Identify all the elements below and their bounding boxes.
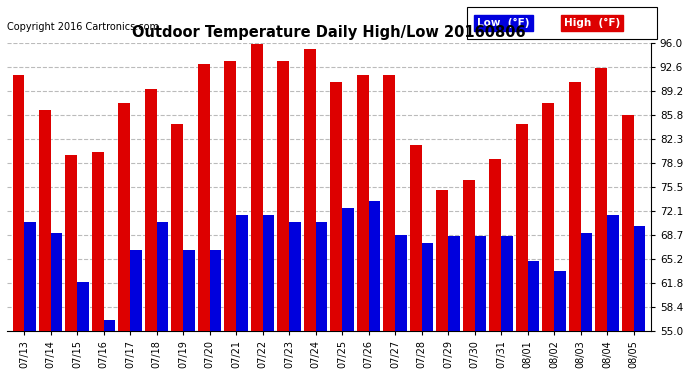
Bar: [489, 159, 501, 331]
Text: Low  (°F): Low (°F): [477, 18, 529, 28]
Bar: [263, 215, 275, 331]
Bar: [251, 45, 263, 331]
Bar: [39, 110, 50, 331]
Bar: [422, 243, 433, 331]
Bar: [24, 222, 36, 331]
Bar: [542, 103, 554, 331]
Text: High  (°F): High (°F): [564, 18, 620, 28]
Bar: [198, 64, 210, 331]
Bar: [50, 232, 62, 331]
Bar: [475, 236, 486, 331]
Bar: [277, 61, 289, 331]
Bar: [77, 282, 89, 331]
Bar: [501, 236, 513, 331]
Bar: [622, 115, 633, 331]
Bar: [145, 88, 157, 331]
Bar: [633, 226, 645, 331]
Bar: [342, 208, 354, 331]
Bar: [580, 232, 592, 331]
Bar: [463, 180, 475, 331]
Bar: [66, 155, 77, 331]
Bar: [183, 250, 195, 331]
Bar: [104, 320, 115, 331]
Bar: [289, 222, 301, 331]
Bar: [410, 145, 422, 331]
Bar: [357, 75, 368, 331]
Bar: [448, 236, 460, 331]
Bar: [569, 82, 580, 331]
Bar: [395, 235, 407, 331]
Bar: [119, 103, 130, 331]
Bar: [210, 250, 221, 331]
Bar: [607, 215, 619, 331]
Bar: [157, 222, 168, 331]
Bar: [595, 68, 607, 331]
Bar: [437, 190, 448, 331]
Bar: [554, 271, 566, 331]
Bar: [224, 61, 236, 331]
Bar: [315, 222, 327, 331]
Bar: [304, 49, 315, 331]
Bar: [384, 75, 395, 331]
Bar: [130, 250, 142, 331]
Bar: [92, 152, 104, 331]
Bar: [528, 261, 539, 331]
Bar: [368, 201, 380, 331]
Bar: [12, 75, 24, 331]
Bar: [516, 124, 528, 331]
Text: Copyright 2016 Cartronics.com: Copyright 2016 Cartronics.com: [7, 21, 159, 32]
Bar: [236, 215, 248, 331]
Title: Outdoor Temperature Daily High/Low 20160806: Outdoor Temperature Daily High/Low 20160…: [132, 26, 526, 40]
Bar: [331, 82, 342, 331]
Bar: [172, 124, 183, 331]
